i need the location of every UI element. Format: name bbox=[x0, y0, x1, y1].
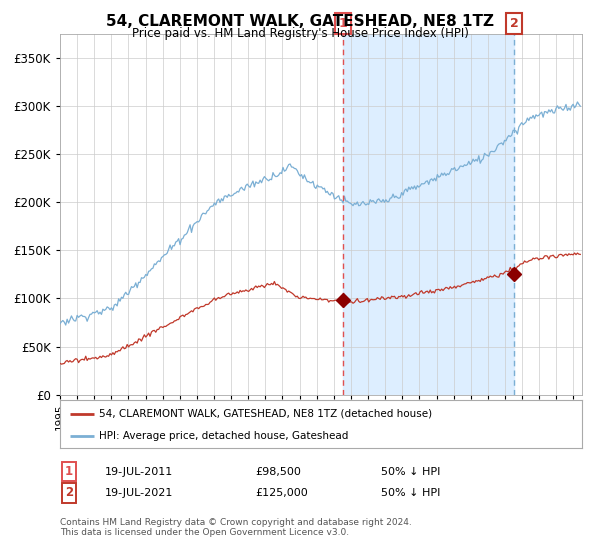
Text: Price paid vs. HM Land Registry's House Price Index (HPI): Price paid vs. HM Land Registry's House … bbox=[131, 27, 469, 40]
Text: 54, CLAREMONT WALK, GATESHEAD, NE8 1TZ (detached house): 54, CLAREMONT WALK, GATESHEAD, NE8 1TZ (… bbox=[99, 409, 432, 419]
Text: 50% ↓ HPI: 50% ↓ HPI bbox=[381, 488, 440, 498]
Text: 1: 1 bbox=[339, 17, 347, 30]
Text: 54, CLAREMONT WALK, GATESHEAD, NE8 1TZ: 54, CLAREMONT WALK, GATESHEAD, NE8 1TZ bbox=[106, 14, 494, 29]
Bar bbox=[343, 34, 514, 395]
Text: 19-JUL-2011: 19-JUL-2011 bbox=[105, 466, 173, 477]
Text: £98,500: £98,500 bbox=[255, 466, 301, 477]
Text: Contains HM Land Registry data © Crown copyright and database right 2024.
This d: Contains HM Land Registry data © Crown c… bbox=[60, 518, 412, 538]
Text: 2: 2 bbox=[65, 486, 73, 500]
Text: 19-JUL-2021: 19-JUL-2021 bbox=[105, 488, 173, 498]
Text: 50% ↓ HPI: 50% ↓ HPI bbox=[381, 466, 440, 477]
Text: HPI: Average price, detached house, Gateshead: HPI: Average price, detached house, Gate… bbox=[99, 431, 349, 441]
Text: 1: 1 bbox=[65, 465, 73, 478]
Text: 2: 2 bbox=[510, 17, 518, 30]
Text: £125,000: £125,000 bbox=[255, 488, 308, 498]
